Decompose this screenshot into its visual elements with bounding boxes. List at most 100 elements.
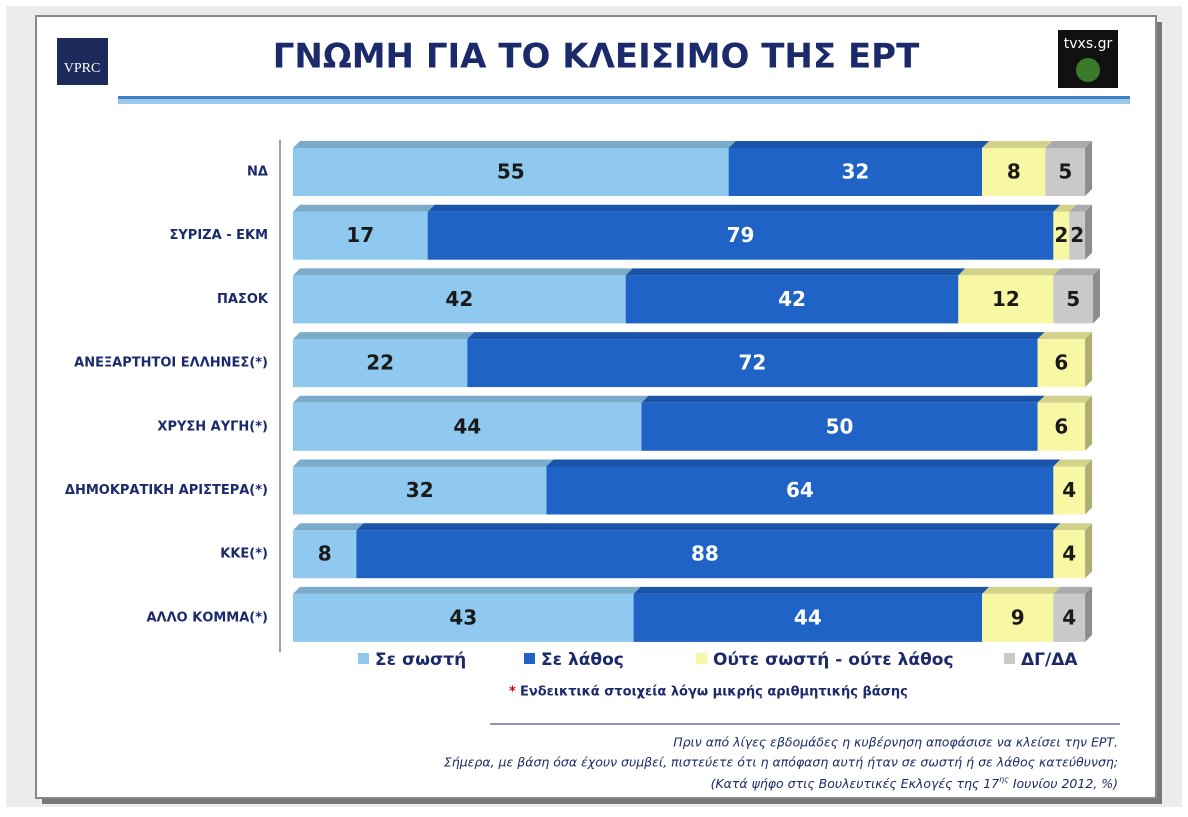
data-label: 2 bbox=[1070, 223, 1084, 247]
bar-side bbox=[1085, 459, 1093, 515]
bar-top bbox=[427, 204, 1061, 212]
bar-top bbox=[467, 332, 1045, 340]
legend-label: ΔΓ/ΔΑ bbox=[1021, 650, 1078, 670]
bar-top bbox=[728, 141, 990, 148]
bar-segment bbox=[1053, 275, 1093, 324]
bar-top bbox=[293, 459, 554, 467]
bar-top bbox=[1037, 332, 1093, 340]
bar-top bbox=[625, 268, 966, 276]
bar-segment bbox=[625, 275, 959, 324]
bar-segment bbox=[1037, 339, 1086, 388]
bar-top bbox=[958, 268, 1061, 276]
bar-segment bbox=[293, 211, 428, 260]
source-sup: ης bbox=[999, 775, 1009, 784]
data-label: 22 bbox=[366, 351, 394, 375]
bar-segment bbox=[958, 275, 1054, 324]
bar-segment bbox=[293, 402, 642, 451]
bar-top bbox=[1053, 268, 1100, 276]
bar-top bbox=[1053, 204, 1077, 212]
source-before: (Κατά ψήφο στις Βουλευτικές Εκλογές της … bbox=[711, 776, 1000, 791]
bar-segment bbox=[546, 466, 1054, 515]
data-label: 4 bbox=[1062, 605, 1076, 629]
bar-segment bbox=[728, 148, 983, 196]
legend-swatch bbox=[1004, 653, 1015, 664]
category-label: ΠΑΣΟΚ bbox=[217, 292, 269, 307]
category-label: ΧΡΥΣΗ ΑΥΓΗ(*) bbox=[157, 419, 268, 434]
footnote: Ενδεικτικά στοιχεία λόγω μικρής αριθμητι… bbox=[520, 685, 908, 700]
legend-swatch bbox=[696, 653, 707, 664]
category-label: ΣΥΡΙΖΑ - ΕΚΜ bbox=[170, 228, 268, 243]
data-label: 5 bbox=[1066, 287, 1080, 311]
bar-segment bbox=[293, 593, 634, 642]
bar-segment bbox=[293, 148, 729, 196]
data-label: 79 bbox=[727, 223, 755, 247]
chart-title: ΓΝΩΜΗ ΓΙΑ ΤΟ ΚΛΕΙΣΙΜΟ ΤΗΣ ΕΡΤ bbox=[273, 37, 920, 77]
legend-label: Σε λάθος bbox=[541, 650, 624, 670]
data-label: 50 bbox=[826, 414, 854, 438]
bar-segment bbox=[1069, 211, 1086, 260]
bar-segment bbox=[293, 530, 357, 579]
category-label: ΑΛΛΟ ΚΟΜΜΑ(*) bbox=[146, 610, 268, 625]
data-label: 64 bbox=[786, 478, 814, 502]
bar-top bbox=[1053, 586, 1093, 594]
data-label: 42 bbox=[778, 287, 806, 311]
legend-swatch bbox=[358, 653, 369, 664]
bar-segment bbox=[1053, 593, 1086, 642]
bar-top bbox=[1069, 204, 1093, 212]
bar-top bbox=[633, 586, 990, 594]
logo-globe bbox=[1076, 58, 1100, 82]
bar-top bbox=[1045, 141, 1093, 148]
data-label: 5 bbox=[1058, 160, 1072, 184]
bar-segment bbox=[293, 275, 626, 324]
data-label: 9 bbox=[1011, 605, 1025, 629]
bar-top bbox=[293, 395, 649, 403]
bar-top bbox=[293, 332, 475, 340]
bar-side bbox=[1085, 395, 1093, 451]
header-rule bbox=[118, 96, 1130, 104]
legend-label: Ούτε σωστή - ούτε λάθος bbox=[713, 650, 954, 670]
data-label: 8 bbox=[1007, 160, 1021, 184]
data-label: 32 bbox=[406, 478, 434, 502]
bar-top bbox=[293, 586, 641, 594]
data-label: 32 bbox=[841, 160, 869, 184]
bar-top bbox=[546, 459, 1061, 467]
data-label: 6 bbox=[1054, 351, 1068, 375]
bar-segment bbox=[356, 530, 1054, 579]
data-label: 12 bbox=[992, 287, 1020, 311]
bar-segment bbox=[1045, 148, 1086, 196]
source-note: (Κατά ψήφο στις Βουλευτικές Εκλογές της … bbox=[711, 775, 1118, 791]
data-label: 6 bbox=[1054, 414, 1068, 438]
bar-top bbox=[293, 141, 736, 148]
bar-top bbox=[356, 523, 1061, 531]
bar-side bbox=[1085, 141, 1093, 196]
bar-side bbox=[1085, 586, 1093, 642]
bar-segment bbox=[293, 466, 547, 515]
data-label: 55 bbox=[497, 160, 525, 184]
data-label: 42 bbox=[445, 287, 473, 311]
bar-segment bbox=[982, 148, 1046, 196]
category-label: ΑΝΕΞΑΡΤΗΤΟΙ ΕΛΛΗΝΕΣ(*) bbox=[74, 356, 268, 371]
bar-top bbox=[293, 204, 435, 212]
bar-side bbox=[1085, 523, 1093, 579]
data-label: 43 bbox=[449, 605, 477, 629]
question-line: Σήμερα, με βάση όσα έχουν συμβεί, πιστεύ… bbox=[444, 755, 1118, 770]
legend-label: Σε σωστή bbox=[375, 650, 466, 670]
data-label: 17 bbox=[346, 223, 374, 247]
data-label: 44 bbox=[794, 605, 822, 629]
header-rule-top bbox=[118, 96, 1130, 99]
bar-segment bbox=[633, 593, 983, 642]
bar-segment bbox=[427, 211, 1054, 260]
bar-top bbox=[1053, 459, 1093, 467]
data-label: 72 bbox=[738, 351, 766, 375]
logo-right: tvxs.gr bbox=[1064, 36, 1113, 52]
bar-top bbox=[982, 586, 1061, 594]
bar-segment bbox=[1037, 402, 1086, 451]
category-label: ΚΚΕ(*) bbox=[220, 547, 268, 562]
bar-segment bbox=[641, 402, 1038, 451]
data-label: 8 bbox=[318, 542, 332, 566]
logo-left-box bbox=[57, 38, 108, 85]
bar-segment bbox=[982, 593, 1054, 642]
bar-top bbox=[293, 523, 364, 531]
bar-top bbox=[641, 395, 1045, 403]
